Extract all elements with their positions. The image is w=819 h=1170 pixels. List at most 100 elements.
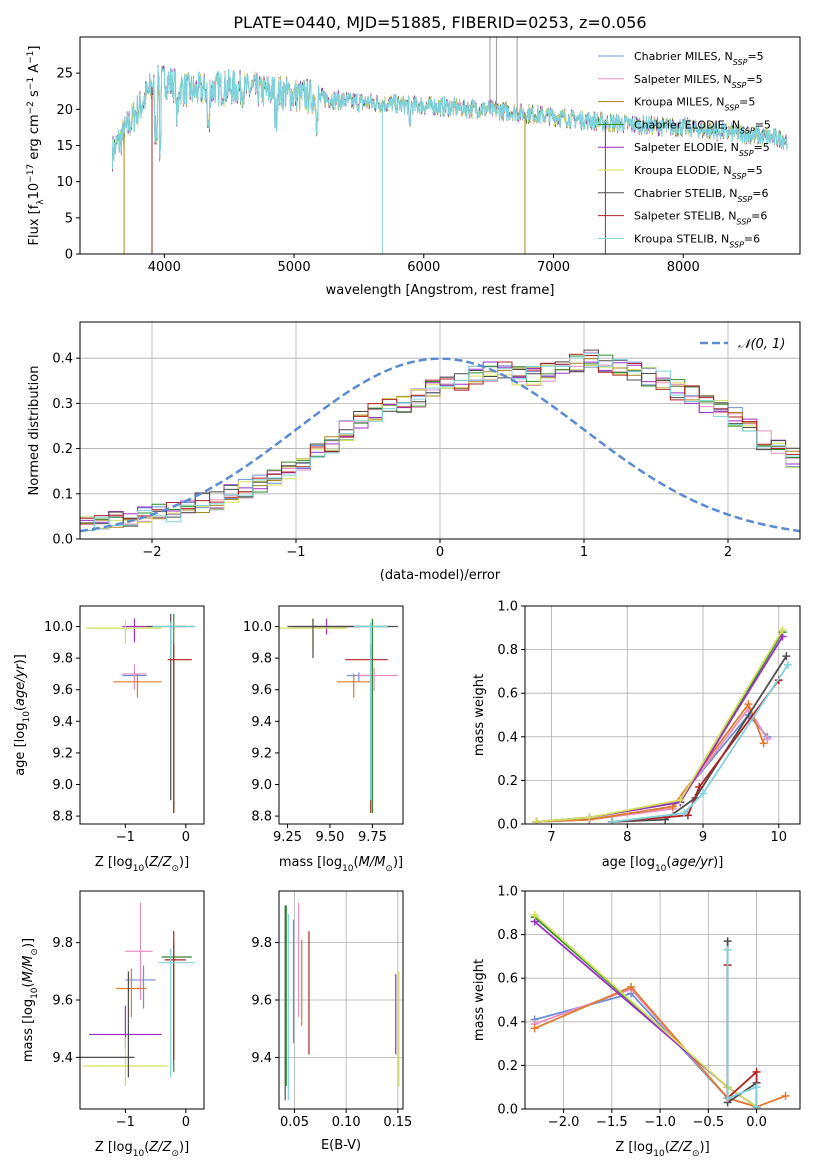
text-span: ( (665, 1140, 670, 1155)
text-span: age [log (602, 855, 655, 870)
x-tick-label: −2 (142, 545, 161, 560)
y-tick-label: 9.2 (251, 746, 272, 761)
plot-area (525, 891, 800, 1109)
text-span: −2 (26, 101, 36, 114)
y-tick-label: 9.4 (251, 1051, 272, 1066)
legend-label: Kroupa MILES, NSSP=5 (634, 96, 755, 113)
weight-line (612, 664, 789, 823)
y-tick-label: 10.0 (243, 620, 272, 635)
y-axis-label: mass weight (472, 674, 487, 756)
x-tick-label: 0 (182, 830, 190, 845)
legend-label: Kroupa ELODIE, NSSP=5 (634, 164, 763, 181)
text-span: ( (666, 855, 671, 870)
plot-area (80, 322, 800, 539)
y-axis-label: mass weight (472, 959, 487, 1041)
weight-line (726, 949, 758, 1107)
legend-text: Chabrier MILES, N (634, 50, 733, 63)
x-axis-label: wavelength [Angstrom, rest frame] (326, 283, 555, 298)
x-tick-label: 0.0 (746, 1115, 767, 1130)
text-span: −1 (26, 77, 36, 90)
text-span: 10 (342, 864, 354, 874)
axes-frame (524, 605, 801, 825)
x-tick-label: 0.05 (280, 1115, 309, 1130)
legend-sub: SSP (738, 194, 753, 203)
x-tick-label: −1.0 (644, 1115, 676, 1130)
text-span: ( (354, 855, 359, 870)
legend-label: Salpeter MILES, NSSP=5 (634, 73, 763, 90)
y-tick-label: 0.0 (497, 818, 518, 833)
y-tick-label: 9.6 (251, 994, 272, 1009)
legend-label: Salpeter STELIB, NSSP=6 (634, 210, 767, 227)
x-tick-label: 9.75 (358, 830, 387, 845)
legend-sub: SSP (729, 240, 744, 249)
y-tick-label: 0.2 (52, 442, 73, 457)
y-tick-label: 0.6 (497, 687, 518, 702)
y-tick-label: 0.4 (52, 352, 73, 367)
legend-text: Salpeter ELODIE, N (634, 141, 739, 154)
x-tick-label: 9.50 (315, 830, 344, 845)
y-tick-label: 9.6 (52, 994, 73, 1009)
plot-area (80, 902, 195, 1087)
y-tick-label: 0.0 (497, 1103, 518, 1118)
weight-line (536, 629, 784, 823)
panel-age_vs_Z: −1 08.89.09.29.49.69.810.0Z [log10(Z/Z⊙)]… (13, 605, 205, 874)
x-tick-label: −0.5 (693, 1115, 725, 1130)
plot-area (279, 891, 403, 1109)
legend-text: Kroupa MILES, N (634, 96, 724, 109)
y-tick-label: 9.0 (251, 778, 272, 793)
text-span: mass [log (279, 855, 342, 870)
x-tick-label: −1 (116, 830, 135, 845)
panel-weight_vs_Z: −2.0 −1.5 −1.0 −0.5 0.0 0.0 0.2 0.4 0.6 0.8 1.0 Z [… (472, 885, 801, 1159)
x-tick-label: 0 (436, 545, 444, 560)
x-tick-label: 7 (547, 830, 555, 845)
legend-tail: =5 (754, 141, 770, 154)
text-span: )] (179, 855, 189, 870)
text-span: ⊙ (171, 864, 179, 874)
x-axis-label: mass [log10(M/M⊙)] (279, 855, 403, 874)
x-tick-label: 7000 (537, 260, 570, 275)
legend-tail: =5 (746, 73, 762, 86)
x-tick-label: 5000 (278, 260, 311, 275)
y-tick-label: 0 (65, 248, 73, 263)
text-span: s (27, 90, 42, 101)
axes-frame (278, 890, 404, 1110)
text-span: Z/Z (669, 1140, 693, 1155)
legend-text: Chabrier ELODIE, N (634, 118, 740, 131)
x-tick-label: 0 (182, 1115, 190, 1130)
legend-text: Salpeter MILES, N (634, 73, 732, 86)
y-tick-label: 0.8 (497, 643, 518, 658)
x-tick-label: 0.10 (332, 1115, 361, 1130)
y-tick-label: 0.2 (497, 774, 518, 789)
weight-line (612, 679, 780, 823)
y-tick-label: 9.8 (251, 652, 272, 667)
text-span: −1 (26, 51, 36, 64)
y-tick-label: 9.4 (52, 715, 73, 730)
y-tick-label: 8.8 (251, 810, 272, 825)
panel-mass_vs_EBV: 0.05 0.10 0.15 9.4 9.6 9.8 E(B-V) (251, 890, 412, 1153)
y-tick-label: 20 (56, 103, 73, 118)
legend-label: 𝒩(0, 1) (738, 337, 785, 352)
weight-line (726, 941, 758, 1107)
text-span: Z [log (95, 1140, 133, 1155)
text-span: 10 (133, 1149, 145, 1159)
axes-frame (278, 605, 404, 825)
text-span: Z [log (95, 855, 133, 870)
y-tick-label: 0.4 (497, 730, 518, 745)
text-span: )] (713, 855, 723, 870)
legend-sub: SSP (736, 217, 751, 226)
y-tick-label: 9.6 (251, 683, 272, 698)
y-tick-label: 0.6 (497, 972, 518, 987)
text-span: ( (13, 706, 28, 711)
text-span: 10 (22, 711, 32, 723)
legend-sub: SSP (724, 103, 739, 112)
text-span: age/yr (671, 855, 714, 870)
chart-title: PLATE=0440, MJD=51885, FIBERID=0253, z=0… (233, 13, 646, 32)
plot-area (86, 613, 195, 813)
y-tick-label: 15 (56, 139, 73, 154)
text-span: ⊙ (30, 948, 40, 956)
legend-text: Kroupa ELODIE, N (634, 164, 732, 177)
y-tick-label: 0.4 (497, 1015, 518, 1030)
text-span: )] (13, 654, 28, 664)
legend-text: Chabrier STELIB, N (634, 187, 738, 200)
x-axis-label: Z [log10(Z/Z⊙)] (95, 855, 189, 874)
